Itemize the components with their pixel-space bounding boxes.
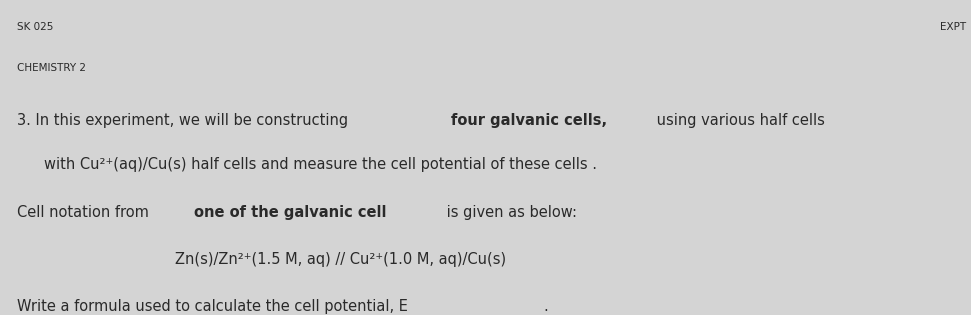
Text: is given as below:: is given as below:: [442, 205, 577, 220]
Text: 3. In this experiment, we will be constructing: 3. In this experiment, we will be constr…: [17, 113, 353, 129]
Text: four galvanic cells,: four galvanic cells,: [451, 113, 607, 129]
Text: CHEMISTRY 2: CHEMISTRY 2: [17, 63, 86, 73]
Text: Zn(s)/Zn²⁺(1.5 M, aq) // Cu²⁺(1.0 M, aq)/Cu(s): Zn(s)/Zn²⁺(1.5 M, aq) // Cu²⁺(1.0 M, aq)…: [175, 252, 506, 267]
Text: with Cu²⁺(aq)/Cu(s) half cells and measure the cell potential of these cells .: with Cu²⁺(aq)/Cu(s) half cells and measu…: [44, 158, 597, 173]
Text: using various half cells: using various half cells: [653, 113, 825, 129]
Text: Write a formula used to calculate the cell potential, E: Write a formula used to calculate the ce…: [17, 299, 409, 314]
Text: EXPT: EXPT: [940, 22, 966, 32]
Text: Cell notation from: Cell notation from: [17, 205, 154, 220]
Text: .: .: [544, 299, 549, 314]
Text: one of the galvanic cell: one of the galvanic cell: [193, 205, 386, 220]
Text: SK 025: SK 025: [17, 22, 53, 32]
